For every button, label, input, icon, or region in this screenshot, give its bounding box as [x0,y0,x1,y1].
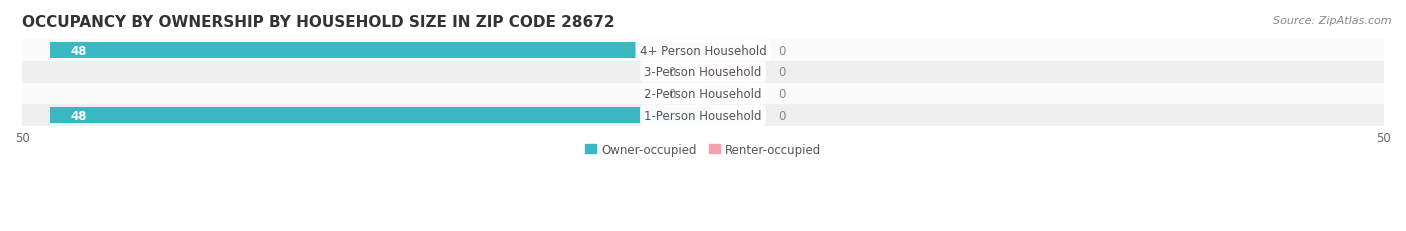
Text: 4+ Person Household: 4+ Person Household [640,44,766,57]
Legend: Owner-occupied, Renter-occupied: Owner-occupied, Renter-occupied [579,139,827,161]
Text: Source: ZipAtlas.com: Source: ZipAtlas.com [1274,16,1392,26]
Text: 0: 0 [778,109,785,122]
Text: 48: 48 [70,109,87,122]
Bar [703,86,751,102]
Bar [22,40,1384,62]
Text: OCCUPANCY BY OWNERSHIP BY HOUSEHOLD SIZE IN ZIP CODE 28672: OCCUPANCY BY OWNERSHIP BY HOUSEHOLD SIZE… [22,15,614,30]
Text: 3-Person Household: 3-Person Household [644,66,762,79]
Bar [49,108,703,124]
Bar [703,108,751,124]
Bar [22,83,1384,105]
Text: 0: 0 [668,88,676,101]
Text: 0: 0 [778,44,785,57]
Bar [49,43,703,59]
Bar [703,65,751,80]
Text: 0: 0 [778,88,785,101]
Text: 48: 48 [70,44,87,57]
Bar [703,43,751,59]
Text: 0: 0 [778,66,785,79]
Text: 0: 0 [668,66,676,79]
Bar [22,62,1384,83]
Text: 1-Person Household: 1-Person Household [644,109,762,122]
Text: 2-Person Household: 2-Person Household [644,88,762,101]
Bar [22,105,1384,127]
